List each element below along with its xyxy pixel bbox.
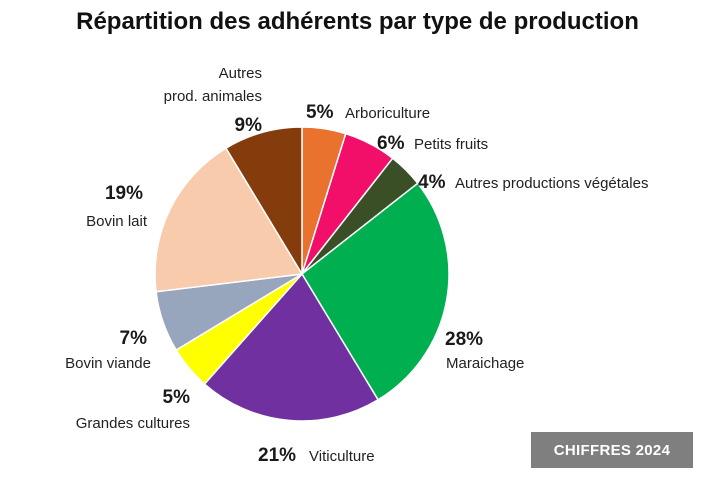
label-autres-animales-line1: Autres — [219, 65, 262, 82]
pct-autres-vegetales: 4% — [418, 172, 446, 193]
pct-grandes-cultures: 5% — [163, 387, 191, 408]
pct-maraichage: 28% — [445, 329, 483, 350]
pct-arboriculture: 5% — [306, 102, 334, 123]
pct-viticulture: 21% — [258, 445, 296, 466]
pie-slice-autres-prod-animales — [224, 126, 303, 277]
pie-slice-bovin-lait — [154, 147, 304, 293]
label-bovin-viande: Bovin viande — [65, 355, 151, 372]
label-viticulture: Viticulture — [309, 448, 375, 465]
pct-autres-animales: 9% — [235, 115, 263, 136]
label-autres-vegetales: Autres productions végétales — [455, 175, 648, 192]
pct-petits-fruits: 6% — [377, 133, 405, 154]
pie-slice-maraichage — [301, 182, 450, 401]
pct-bovin-lait: 19% — [105, 183, 143, 204]
year-badge: CHIFFRES 2024 — [531, 432, 693, 468]
label-grandes-cultures: Grandes cultures — [76, 415, 190, 432]
pct-bovin-viande: 7% — [120, 328, 148, 349]
label-maraichage: Maraichage — [446, 355, 524, 372]
label-bovin-lait: Bovin lait — [86, 213, 148, 230]
pie-slices — [154, 126, 450, 422]
label-autres-animales-line2: prod. animales — [164, 88, 262, 105]
chart-title: Répartition des adhérents par type de pr… — [76, 8, 639, 35]
label-arboriculture: Arboriculture — [345, 105, 430, 122]
pie-slice-viticulture — [203, 272, 380, 422]
label-petits-fruits: Petits fruits — [414, 136, 488, 153]
